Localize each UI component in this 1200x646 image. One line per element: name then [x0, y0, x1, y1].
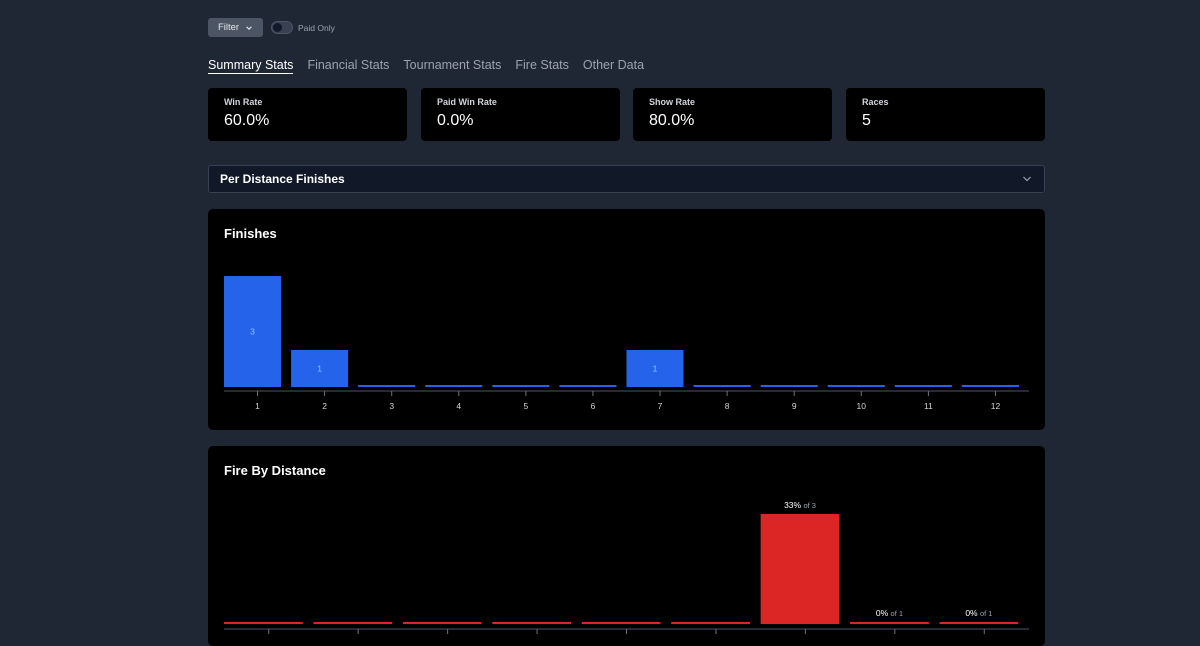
finishes-bar [626, 350, 684, 387]
bar-data-label: 0% of 1 [965, 608, 992, 618]
x-tick-label: 12 [991, 401, 1001, 411]
bar-data-label: 1 [317, 364, 322, 374]
stat-card-show-rate: Show Rate 80.0% [633, 88, 832, 141]
fire-bar [939, 622, 1019, 624]
stat-value: 80.0% [649, 112, 695, 129]
fire-bar [850, 622, 929, 624]
stat-card-win-rate: Win Rate 60.0% [208, 88, 407, 141]
finishes-bar [760, 385, 818, 387]
x-tick-label: 11 [924, 401, 933, 411]
stat-value: 5 [862, 112, 871, 129]
finishes-bar [358, 385, 416, 387]
finishes-bar [224, 276, 282, 387]
fire-bar [581, 622, 661, 624]
finishes-chart-panel: Finishes 3 1 1 2 3 4 5 6 1 7 8 9 10 11 12 [208, 209, 1045, 430]
x-tick-label: 7 [658, 401, 663, 411]
fire-bar [671, 622, 750, 624]
stat-card-races: Races 5 [846, 88, 1045, 141]
x-tick-label: 1 [255, 401, 260, 411]
stat-value: 60.0% [224, 112, 270, 129]
stat-label: Paid Win Rate [437, 97, 497, 107]
fire-bar [760, 514, 840, 624]
filter-button[interactable]: Filter [208, 18, 263, 37]
fire-by-distance-chart-panel: Fire By Distance 33% of 3 0% of 1 0% of 1 [208, 446, 1045, 646]
stat-label: Win Rate [224, 97, 263, 107]
finishes-bar [961, 385, 1019, 387]
stat-value: 0.0% [437, 112, 474, 129]
x-tick-label: 10 [857, 401, 867, 411]
stat-label: Show Rate [649, 97, 696, 107]
x-tick-label: 8 [725, 401, 730, 411]
fire-bar [492, 622, 572, 624]
finishes-bar [894, 385, 952, 387]
paid-only-toggle[interactable] [271, 21, 293, 34]
tab-financial-stats[interactable]: Financial Stats [307, 58, 390, 72]
tab-tournament-stats[interactable]: Tournament Stats [403, 58, 502, 72]
bar-data-label: 0% of 1 [876, 608, 903, 618]
chart-title: Finishes [224, 226, 277, 241]
accordion-title: Per Distance Finishes [220, 172, 345, 186]
stat-card-paid-win-rate: Paid Win Rate 0.0% [421, 88, 620, 141]
chart-title: Fire By Distance [224, 463, 326, 478]
filter-button-label: Filter [217, 22, 240, 33]
x-tick-label: 4 [456, 401, 461, 411]
finishes-bar [492, 385, 550, 387]
x-tick-label: 5 [524, 401, 529, 411]
x-tick-label: 6 [591, 401, 596, 411]
finishes-bar [827, 385, 885, 387]
fire-bar [313, 622, 393, 624]
x-tick-label: 3 [389, 401, 394, 411]
toggle-knob [273, 23, 282, 32]
per-distance-finishes-accordion[interactable]: Per Distance Finishes [208, 165, 1045, 193]
finishes-bar [291, 350, 349, 387]
bar-data-label: 3 [250, 327, 255, 337]
fire-bar [224, 622, 303, 624]
fire-bar [402, 622, 482, 624]
filter-bar: Filter Paid Only [208, 18, 335, 37]
finishes-bar [559, 385, 617, 387]
tab-summary-stats[interactable]: Summary Stats [208, 58, 294, 74]
tab-fire-stats[interactable]: Fire Stats [515, 58, 569, 72]
finishes-bar [693, 385, 751, 387]
x-tick-label: 9 [792, 401, 797, 411]
x-tick-label: 2 [322, 401, 327, 411]
chevron-down-icon [246, 25, 252, 30]
paid-only-label: Paid Only [298, 22, 335, 33]
chevron-down-icon [1023, 176, 1031, 182]
stat-label: Races [862, 97, 889, 107]
bar-data-label: 33% of 3 [784, 500, 816, 510]
tab-bar: Summary Stats Financial Stats Tournament… [208, 58, 644, 74]
finishes-bar [425, 385, 483, 387]
bar-data-label: 1 [653, 364, 658, 374]
fire-by-distance-chart: 33% of 3 0% of 1 0% of 1 [224, 500, 1029, 634]
tab-other-data[interactable]: Other Data [582, 58, 645, 72]
